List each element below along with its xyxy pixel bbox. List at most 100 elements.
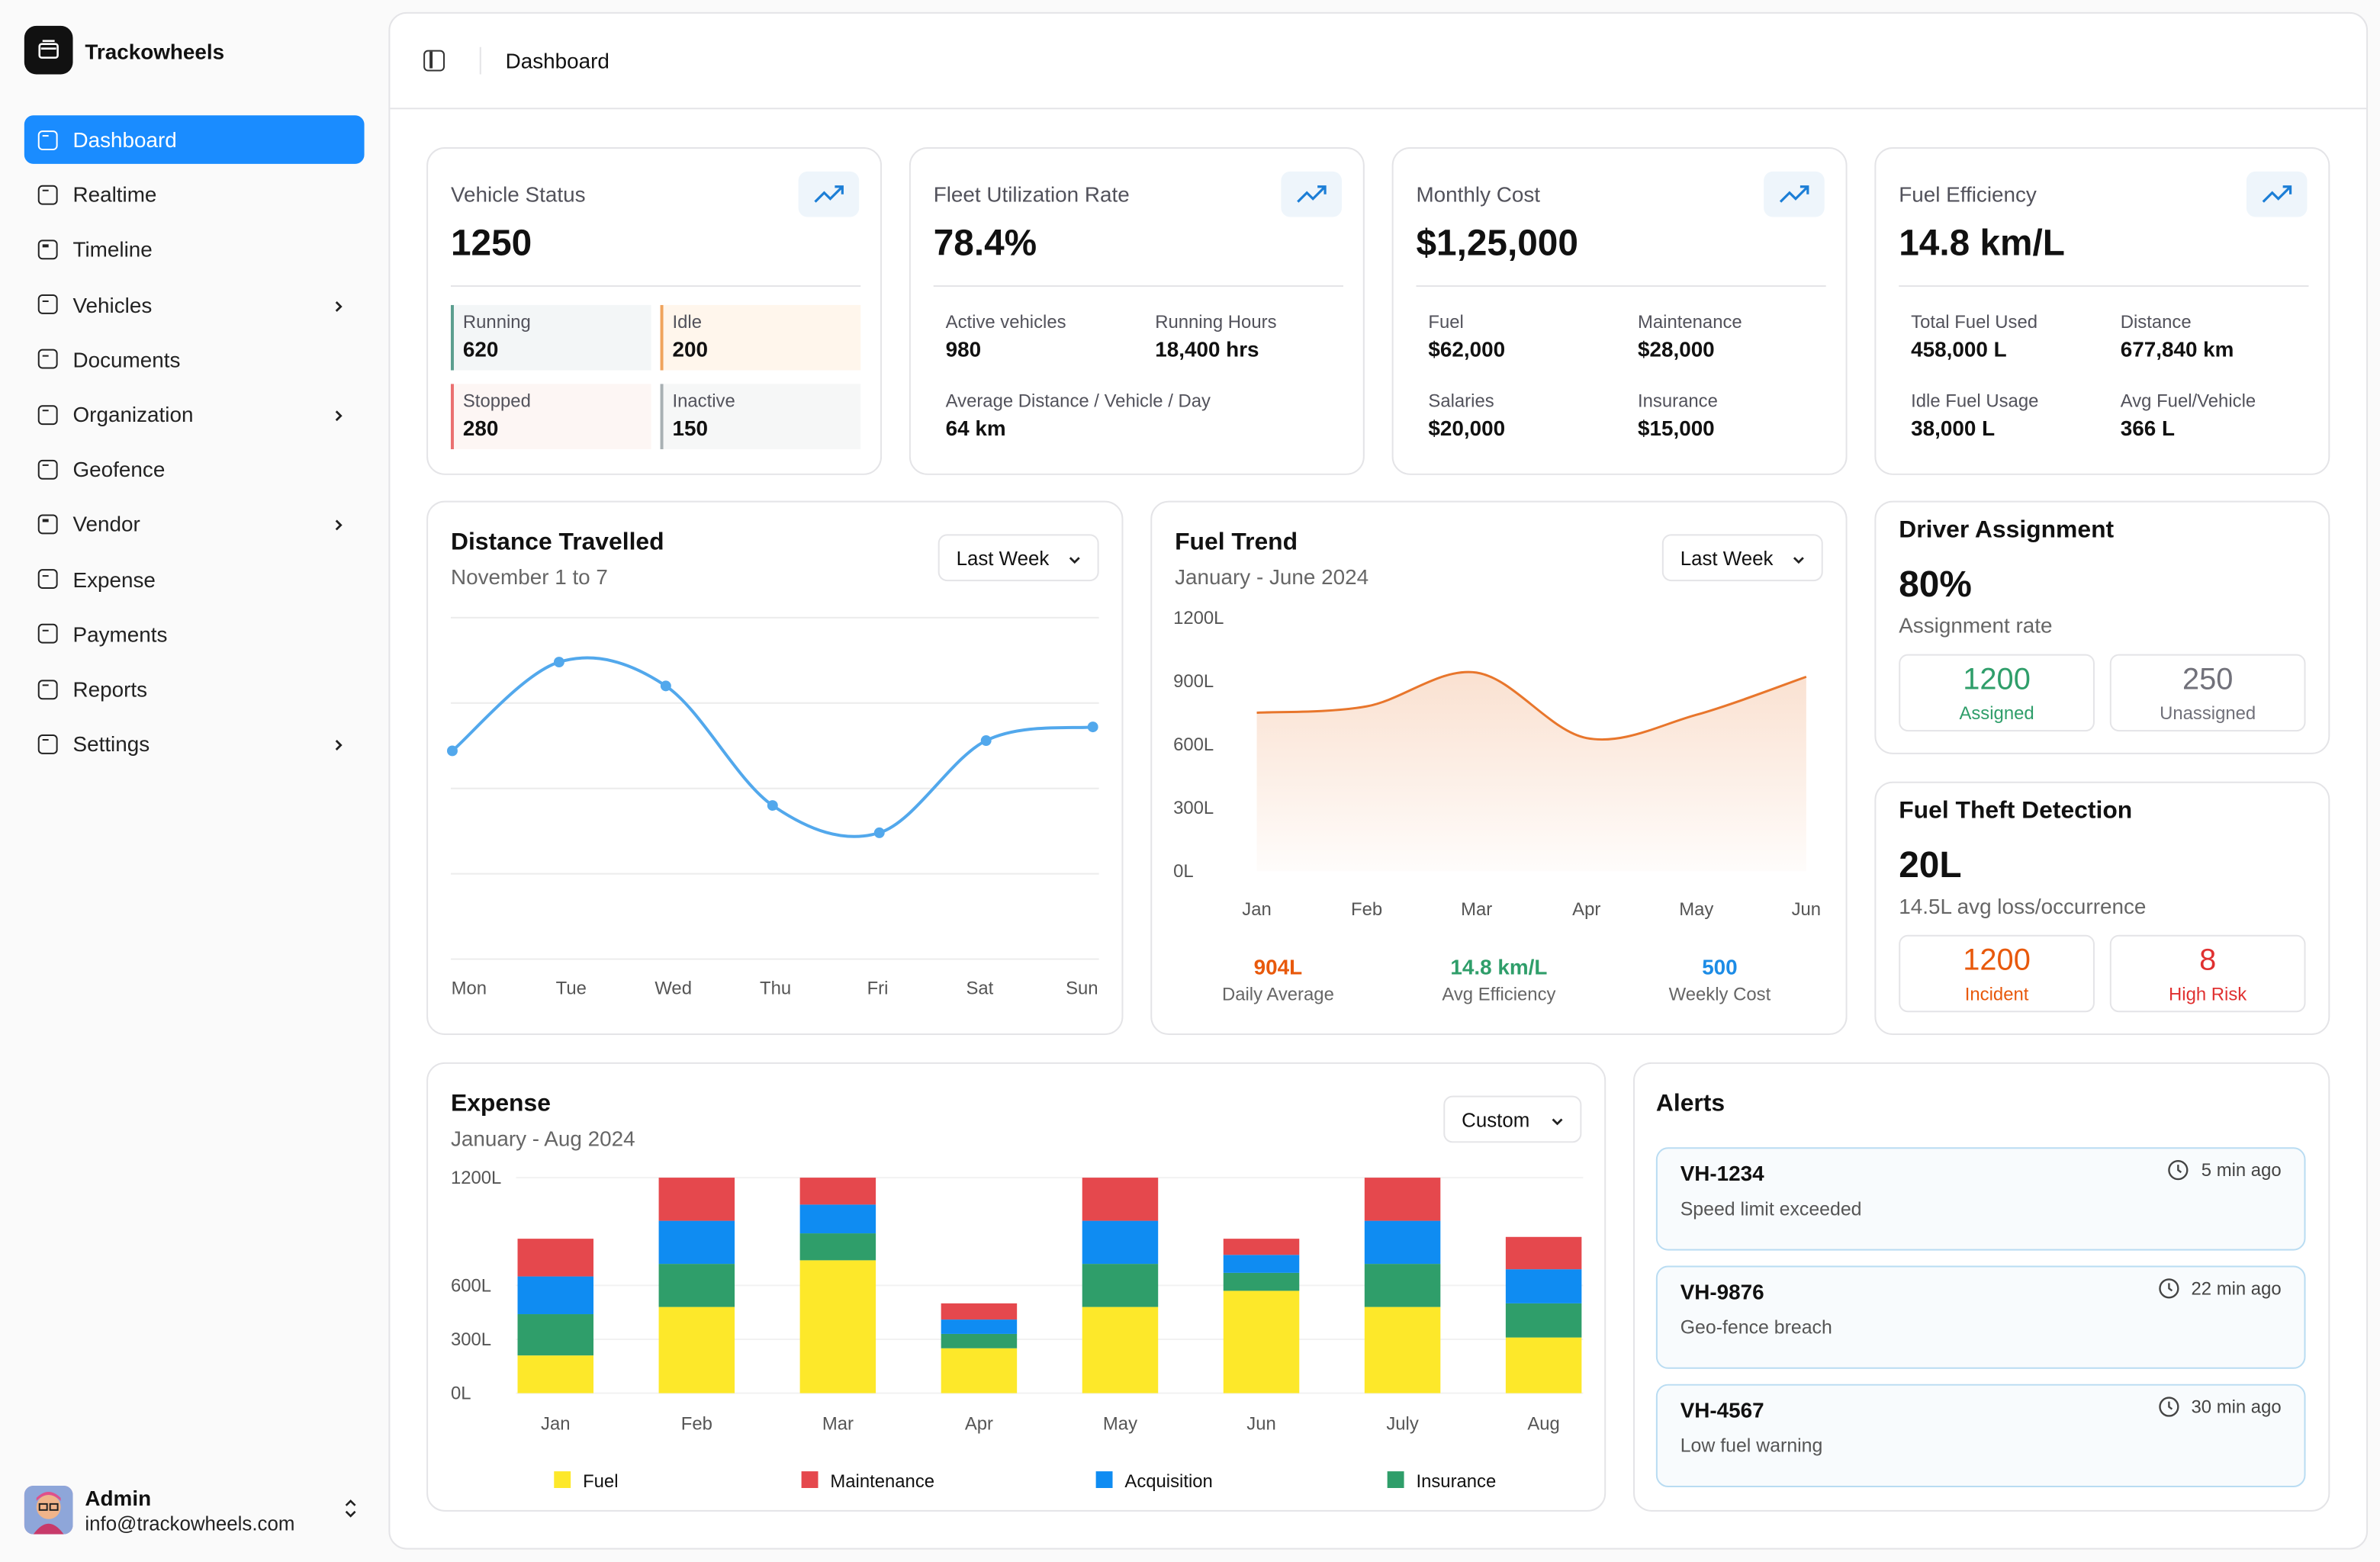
dropdown-label[interactable]: Last Week (956, 546, 1050, 570)
card-subtitle: Assignment rate (1899, 612, 2053, 638)
nav-icon-mark (42, 519, 49, 522)
chart-title: Distance Travelled (450, 529, 664, 556)
nav-label[interactable]: Realtime (72, 182, 157, 207)
alert-message: Geo-fence breach (1680, 1316, 1832, 1339)
card-title: Fuel Efficiency (1899, 182, 2037, 207)
chart-subtitle: January - Aug 2024 (450, 1126, 635, 1151)
nav-label[interactable]: Geofence (72, 457, 166, 482)
alert-item[interactable] (1655, 1384, 2306, 1487)
metric-label: Unassigned (2160, 702, 2256, 725)
nav-icon-mark (42, 410, 49, 412)
metric-value: 8 (2199, 943, 2217, 978)
detail-value: 200 (672, 336, 708, 362)
alert-id: VH-1234 (1680, 1161, 1764, 1186)
metric-label: Incident (1964, 983, 2029, 1005)
status-box (450, 384, 651, 449)
dropdown[interactable] (1443, 1095, 1582, 1143)
alert-id: VH-4567 (1680, 1397, 1764, 1422)
metric-value: 250 (2182, 663, 2234, 697)
nav-icon (37, 569, 58, 590)
nav-icon-mark (42, 300, 49, 302)
nav-item[interactable] (24, 115, 365, 164)
header-divider (390, 108, 2367, 110)
alert-message: Low fuel warning (1680, 1435, 1823, 1457)
chevron[interactable] (1790, 548, 1808, 567)
nav-label[interactable]: Organization (72, 402, 194, 427)
detail-label: Insurance (1637, 390, 1718, 412)
metric-box (2109, 654, 2306, 732)
info-card (1874, 500, 2330, 754)
metric-value: 1200 (1963, 663, 2031, 697)
alert-item[interactable] (1655, 1265, 2306, 1369)
card-title: Alerts (1655, 1091, 1726, 1117)
detail-label: Inactive (672, 390, 735, 412)
detail-label: Salaries (1428, 390, 1494, 412)
metric-box (1899, 934, 2095, 1013)
chevron[interactable] (330, 734, 348, 753)
summary-value: 14.8 km/L (1450, 954, 1548, 979)
chart-title: Expense (450, 1091, 551, 1117)
logo (24, 25, 73, 75)
brand-name: Trackowheels (85, 39, 225, 64)
nav-icon (37, 130, 58, 149)
nav-label[interactable]: Documents (72, 347, 181, 372)
info-card (1874, 781, 2330, 1036)
nav-label[interactable]: Vehicles (72, 292, 153, 317)
nav-icon (37, 679, 58, 699)
nav-label[interactable]: Reports (72, 677, 148, 702)
chart-subtitle: November 1 to 7 (450, 564, 608, 590)
user-menu[interactable] (342, 1496, 360, 1521)
detail-label: Running (462, 310, 531, 333)
detail-value: 677,840 km (2120, 336, 2234, 362)
status-box (450, 304, 651, 371)
chevron[interactable] (1066, 548, 1084, 567)
detail-label: Active vehicles (945, 310, 1066, 333)
metric-box (2109, 934, 2306, 1013)
dropdown-label[interactable]: Last Week (1680, 546, 1774, 570)
nav-icon (37, 459, 58, 480)
detail-label: Running Hours (1155, 310, 1277, 333)
divider (1416, 285, 1826, 288)
chevron[interactable] (330, 405, 348, 423)
nav-label[interactable]: Expense (72, 567, 156, 592)
sidebar-toggle[interactable] (423, 50, 445, 72)
nav-icon (37, 185, 58, 204)
nav-label[interactable]: Timeline (72, 237, 153, 262)
nav-icon (37, 624, 58, 644)
summary-label: Avg Efficiency (1442, 983, 1556, 1005)
nav-icon (37, 294, 58, 315)
header-separator (479, 47, 481, 75)
card-value: 78.4% (933, 223, 1037, 265)
page-title: Dashboard (505, 48, 609, 73)
user-email: info@trackowheels.com (85, 1512, 295, 1535)
nav-icon (37, 734, 58, 754)
nav-label[interactable]: Vendor (72, 512, 140, 537)
chevron[interactable] (330, 515, 348, 533)
dropdown-label[interactable]: Custom (1462, 1107, 1530, 1131)
nav-label[interactable]: Settings (72, 731, 150, 757)
card-subtitle: 14.5L avg loss/occurrence (1899, 893, 2147, 918)
divider (1899, 285, 2309, 288)
chevron[interactable] (330, 295, 348, 313)
detail-label: Idle (672, 310, 702, 333)
detail-value: 620 (462, 336, 499, 362)
card-title: Vehicle Status (450, 182, 586, 207)
chevron[interactable] (1549, 1110, 1567, 1129)
card-value: 1250 (450, 223, 532, 265)
nav-icon-mark (42, 355, 49, 357)
detail-value: 980 (945, 336, 982, 362)
alert-item[interactable] (1655, 1147, 2306, 1251)
metric-label: Assigned (1959, 702, 2034, 725)
nav-label[interactable]: Dashboard (72, 127, 177, 152)
summary-label: Weekly Cost (1668, 983, 1771, 1005)
nav-icon (37, 239, 58, 260)
nav-icon-mark (42, 190, 49, 192)
detail-label: Fuel (1428, 310, 1464, 333)
detail-value: 150 (672, 416, 708, 441)
trend-icon (798, 171, 860, 217)
detail-value: 280 (462, 416, 499, 441)
divider (933, 285, 1343, 288)
nav-label[interactable]: Payments (72, 622, 168, 647)
